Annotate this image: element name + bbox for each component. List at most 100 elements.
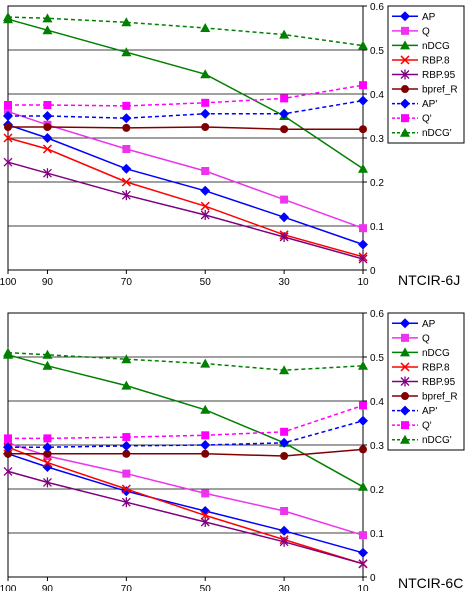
data-point [280,195,289,204]
y-tick-label: 0.6 [370,309,384,320]
chart-title: NTCIR-6J [398,272,460,288]
data-point [279,365,290,375]
legend-marker [400,127,410,137]
data-point [121,113,132,124]
data-point [3,466,13,477]
legend-label: AP' [422,99,437,110]
data-point [279,29,290,39]
series-q-prime [4,81,367,110]
x-tick-label: 70 [121,584,133,591]
data-point [279,536,289,547]
data-point [359,531,367,540]
legend-label: Q [422,333,430,344]
legend-marker [401,85,409,94]
data-point [121,47,132,57]
data-point [42,442,53,453]
data-point [358,360,368,370]
data-point [200,108,211,119]
data-point [4,434,12,443]
legend-marker [400,11,410,22]
data-point [43,123,52,131]
data-point [200,210,210,220]
legend-marker [400,376,410,387]
x-tick-label: 90 [42,277,54,288]
data-point [42,458,52,468]
data-point [121,380,132,390]
legend-label: Q' [422,421,432,432]
y-tick-label: 0.3 [370,441,384,452]
series-line [8,126,363,130]
y-tick-label: 0.6 [370,2,384,13]
data-point [358,239,368,250]
data-point [122,123,131,132]
data-point [359,401,367,410]
legend-label: nDCG [422,348,450,359]
legend-marker [401,392,409,401]
legend-marker [400,69,410,80]
data-point [200,185,211,196]
data-point [122,433,131,442]
data-point [43,449,52,458]
series-line [8,99,364,119]
data-point [279,437,290,448]
y-tick-label: 0.4 [370,90,384,101]
series-line [7,351,364,371]
series-line [7,18,364,170]
data-point [121,177,131,187]
data-point [280,507,289,515]
data-point [122,449,131,458]
legend-marker [400,405,410,416]
data-point [279,525,290,536]
data-point [3,157,13,168]
legend-label: RBP.95 [422,70,456,81]
legend-label: Q [422,26,430,37]
legend-marker [400,40,410,50]
data-point [201,123,210,131]
legend-marker [400,434,410,444]
data-point [42,111,53,121]
series-ndcg-prime [3,347,368,375]
series-line [7,453,364,554]
series-line [7,354,364,488]
series-bpref-r [4,445,367,460]
data-point [358,40,368,50]
data-point [42,349,53,359]
data-point [358,415,368,426]
legend-label: RBP.8 [422,55,450,66]
data-point [43,434,52,443]
data-point [280,94,289,103]
series-line [7,110,364,229]
data-point [358,163,368,173]
data-point [121,163,132,174]
legend-label: nDCG' [422,435,452,446]
x-tick-label: 30 [279,277,291,288]
series-line [7,470,364,565]
data-point [122,469,131,478]
data-point [121,190,131,201]
x-tick-label: 100 [0,584,17,591]
data-point [201,98,210,107]
data-point [200,358,211,368]
data-point [279,108,290,119]
y-tick-label: 0 [370,266,376,277]
legend-label: nDCG [422,41,450,52]
x-tick-label: 10 [357,584,369,591]
data-point [358,481,368,491]
y-tick-label: 0.2 [370,178,384,189]
series-line [8,404,364,440]
data-point [122,101,131,110]
data-point [42,144,52,154]
series-line [7,124,364,246]
data-point [358,95,368,106]
data-point [358,254,368,264]
y-tick-label: 0.2 [370,485,384,496]
y-tick-label: 0.4 [370,397,384,408]
data-point [200,23,211,32]
series-ap-prime [3,415,368,453]
data-point [3,347,13,357]
data-point [201,431,210,440]
data-point [4,101,12,109]
series-rbp-8 [3,133,368,262]
